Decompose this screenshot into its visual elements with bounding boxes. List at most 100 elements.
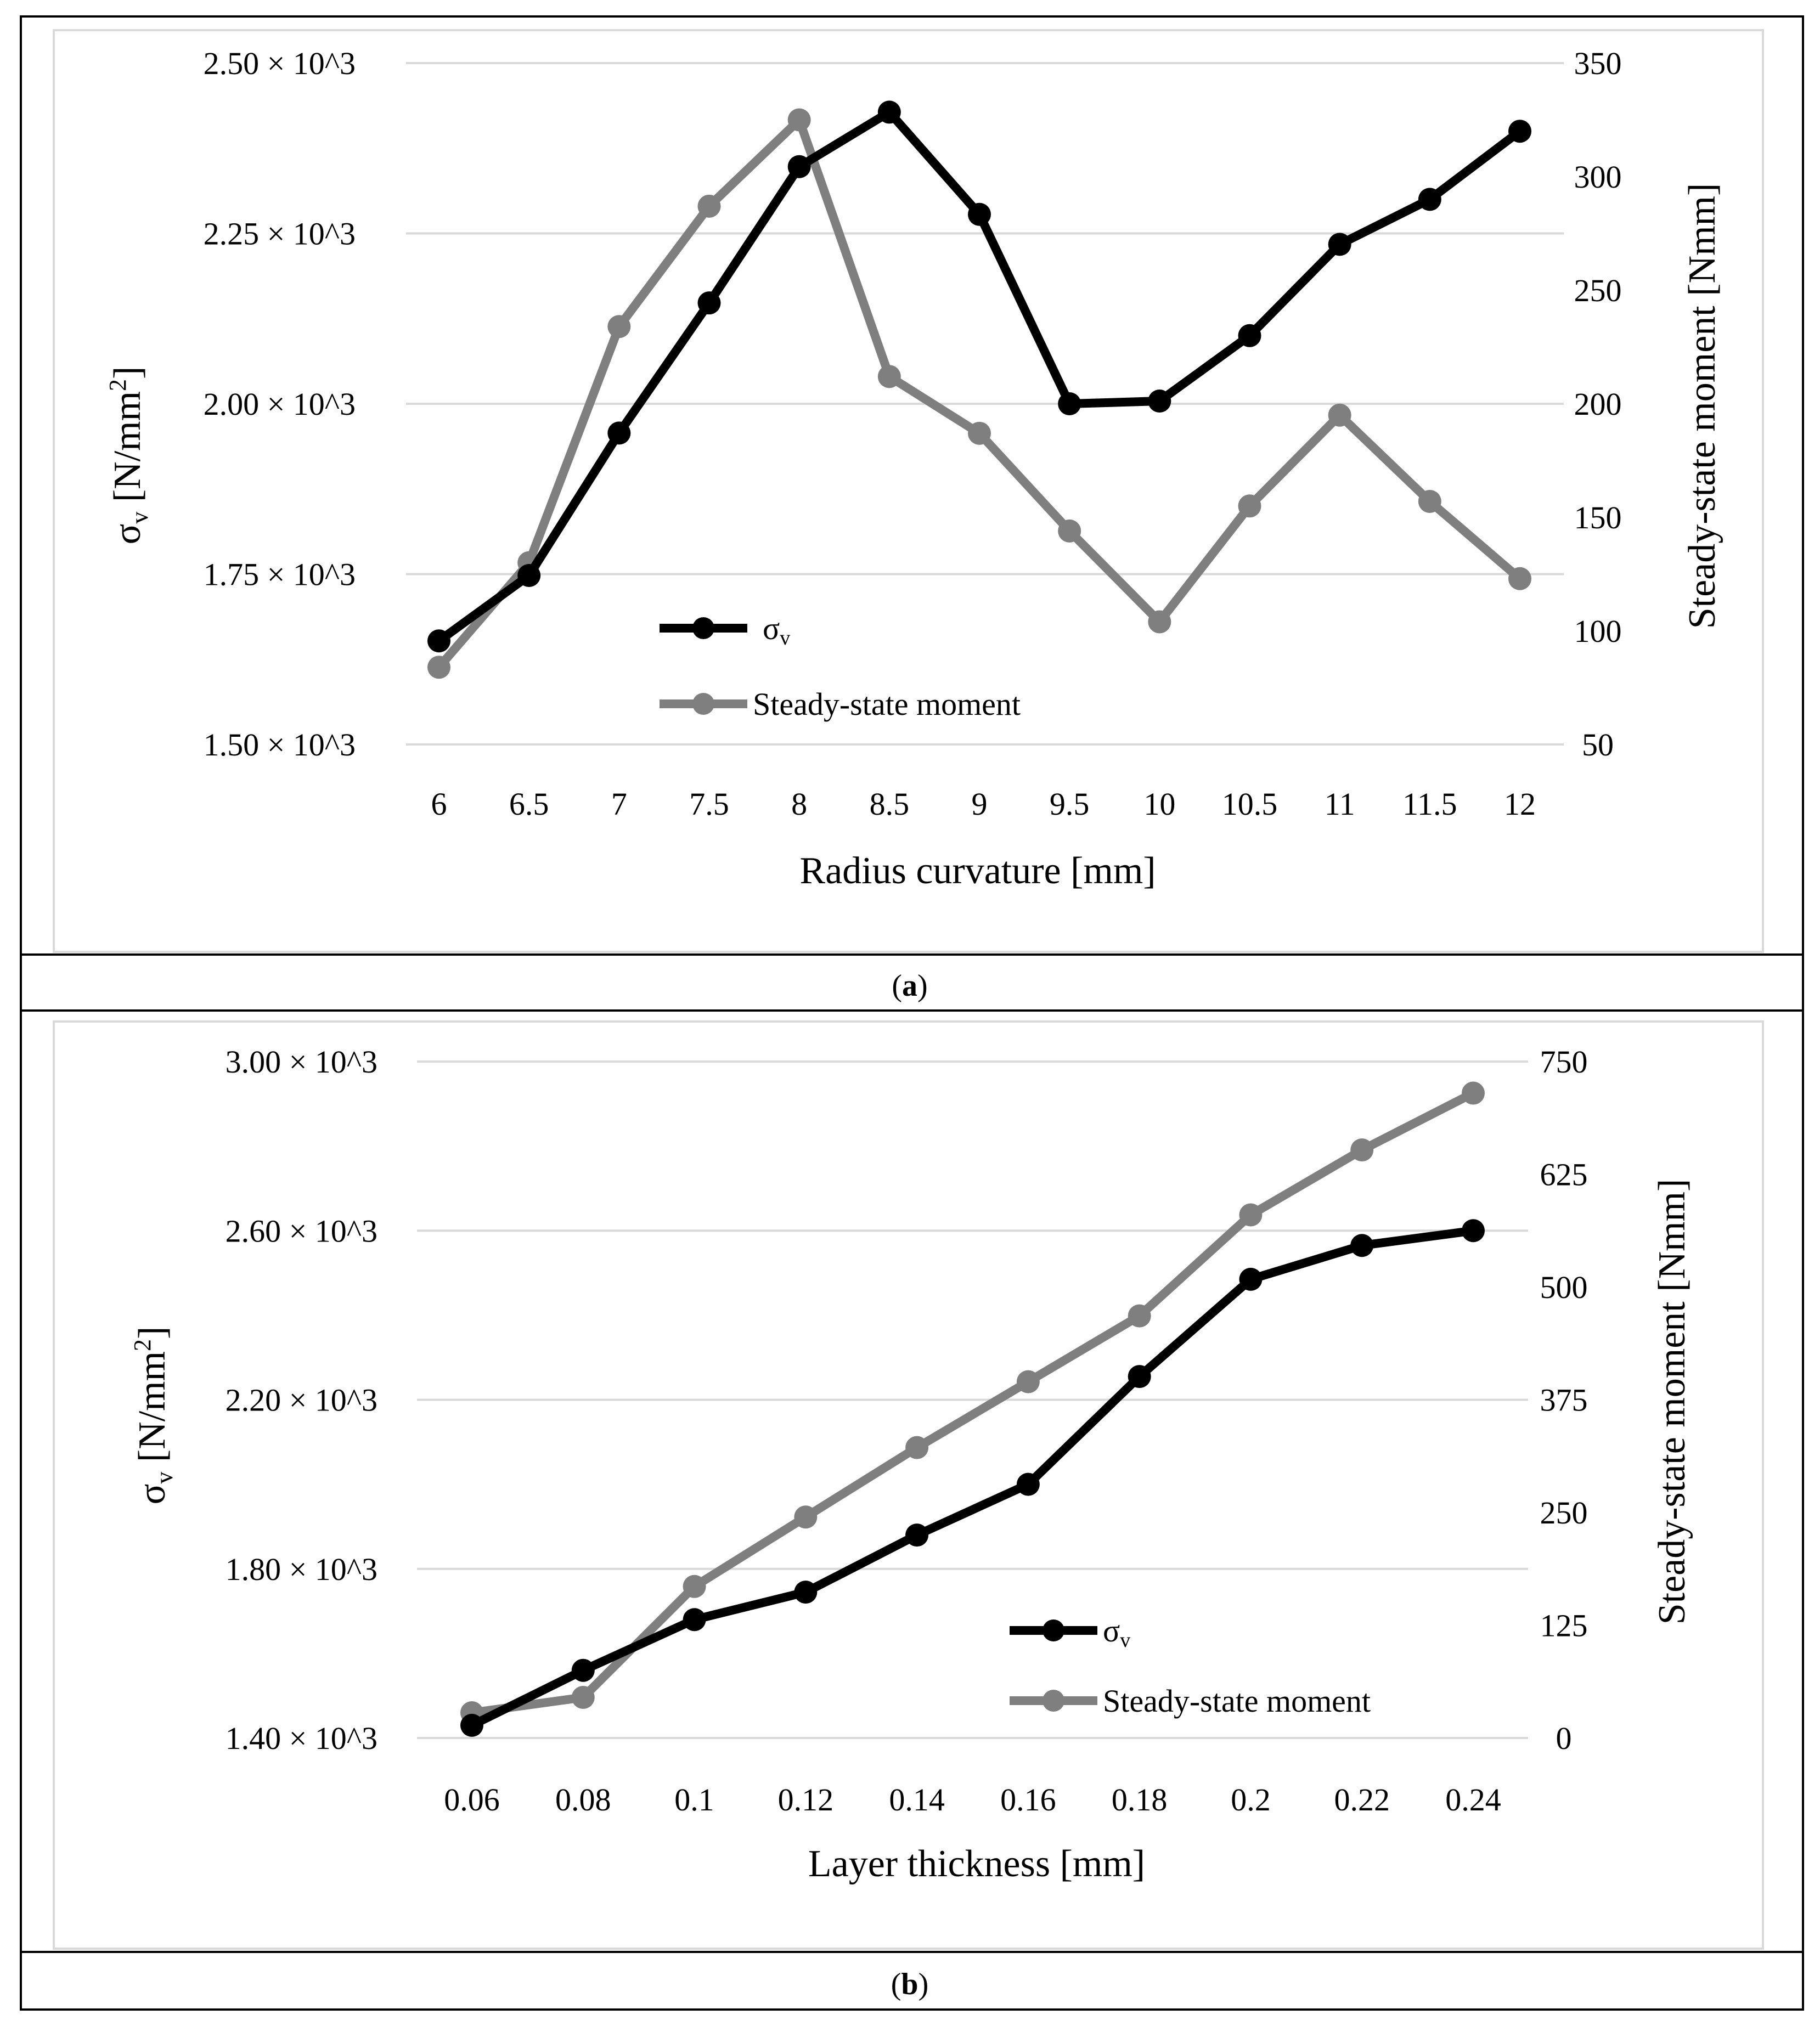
chart-b-moment-point (794, 1505, 818, 1529)
chart-a-series-moment (427, 108, 1531, 679)
chart-b-sigma-point (1016, 1472, 1040, 1496)
chart-a-x-tick-label: 8.5 (870, 786, 910, 822)
chart-b-moment-point (571, 1686, 595, 1709)
chart-a-ylabel-end: ] (106, 366, 149, 379)
chart-b-left-tick-label: 3.00 × 10^3 (226, 1044, 377, 1080)
chart-b-left-tick-label: 2.20 × 10^3 (226, 1382, 377, 1418)
chart-a-moment-line (435, 115, 1524, 672)
chart-a-moment-point (427, 656, 450, 679)
chart-b-left-tick-label: 1.40 × 10^3 (226, 1720, 377, 1756)
chart-a-legend-moment-label: Steady-state moment (753, 686, 1021, 722)
chart-a-x-tick-label: 11.5 (1402, 786, 1457, 822)
chart-a-legend: σv Steady-state moment (660, 611, 1021, 722)
chart-a-x-tick-label: 6.5 (509, 786, 549, 822)
chart-b-moment-point (1462, 1081, 1485, 1105)
chart-a-legend-moment-marker (692, 693, 714, 715)
chart-b-series-sigma (460, 1219, 1485, 1737)
chart-a-x-tick-label: 7 (611, 786, 627, 822)
chart-a-series-sigma (427, 100, 1531, 653)
chart-b-moment-point (1350, 1138, 1374, 1162)
chart-b-sigma-point (571, 1658, 595, 1682)
chart-b-left-ticks: 1.40 × 10^3 1.80 × 10^3 2.20 × 10^3 2.60 × … (226, 1044, 377, 1756)
chart-a-sigma-point (607, 421, 631, 445)
chart-b-right-tick-label: 500 (1540, 1269, 1588, 1305)
caption-a-letter: a (902, 969, 917, 1003)
chart-b-ylabel-sup: 2 (129, 1339, 156, 1351)
chart-a-right-ticks: 50 100 150 200 250 300 350 (1574, 46, 1622, 763)
chart-a-x-tick-label: 7.5 (689, 786, 729, 822)
chart-a-right-tick-label: 200 (1574, 386, 1622, 422)
chart-a-moment-point (968, 421, 991, 445)
chart-a-moment-point (607, 315, 631, 338)
chart-b-ylabel-end: ] (131, 1327, 173, 1339)
chart-a-sigma-point (877, 100, 901, 124)
chart-b-legend-moment-label: Steady-state moment (1103, 1683, 1371, 1719)
chart-b-moment-point (905, 1436, 929, 1459)
chart-b-series-moment (460, 1081, 1485, 1724)
chart-a-moment-point (1238, 494, 1261, 518)
chart-a-moment-point (1508, 567, 1531, 590)
chart-b-area-border (53, 1020, 1764, 1950)
chart-a-ylabel-unit: [N/mm (106, 391, 149, 502)
chart-a-x-tick-label: 11 (1325, 786, 1355, 822)
chart-b-ylabel-unit: [N/mm (131, 1351, 173, 1462)
chart-a-ylabel-sub: v (126, 512, 153, 524)
chart-b-x-ticks: 0.06 0.08 0.1 0.12 0.14 0.16 0.18 0.2 0.22 0.24 (444, 1782, 1501, 1818)
chart-a-sigma-point (1238, 324, 1261, 347)
chart-a-sigma-point (697, 291, 721, 315)
chart-b-legend: σv Steady-state moment (1010, 1613, 1371, 1719)
chart-a-x-tick-label: 9 (972, 786, 988, 822)
chart-b-x-tick-label: 0.18 (1112, 1782, 1168, 1818)
figure-frame (20, 15, 1804, 2011)
chart-b-sigma-point (1350, 1234, 1374, 1257)
chart-a-x-tick-label: 12 (1504, 786, 1536, 822)
chart-b-x-tick-label: 0.12 (778, 1782, 834, 1818)
chart-b-x-tick-label: 0.24 (1445, 1782, 1501, 1818)
chart-b-right-tick-label: 0 (1556, 1720, 1572, 1756)
chart-b-moment-point (1128, 1304, 1151, 1328)
chart-a-right-tick-label: 50 (1582, 727, 1614, 763)
chart-a-x-tick-label: 8 (791, 786, 807, 822)
chart-a-left-tick-label: 2.50 × 10^3 (204, 46, 356, 81)
chart-b-right-tick-label: 375 (1540, 1382, 1588, 1418)
chart-b-sigma-point (683, 1608, 706, 1632)
chart-a-ylabel: σv [N/mm2] (104, 366, 153, 545)
chart-b-left-tick-label: 2.60 × 10^3 (226, 1213, 377, 1249)
chart-b-x-tick-label: 0.22 (1334, 1782, 1390, 1818)
chart-a-y2label: Steady-state moment [Nmm] (1681, 183, 1723, 629)
chart-a-right-tick-label: 300 (1574, 159, 1622, 195)
chart-b-legend-sigma-marker (1043, 1619, 1064, 1641)
chart-b-moment-point (1239, 1203, 1263, 1227)
chart-b-right-tick-label: 250 (1540, 1495, 1588, 1531)
chart-b-moment-point (1016, 1370, 1040, 1393)
chart-a-moment-point (697, 194, 721, 218)
chart-b-right-ticks: 0 125 250 375 500 625 750 (1540, 1044, 1588, 1756)
chart-a-sigma-point (787, 155, 811, 178)
chart-a-left-tick-label: 2.00 × 10^3 (204, 386, 356, 422)
chart-a-moment-point (1058, 519, 1081, 543)
chart-b-gridlines (417, 1060, 1528, 1739)
chart-a-right-tick-label: 250 (1574, 273, 1622, 308)
chart-a-sigma-point (1058, 392, 1081, 415)
chart-a-moment-point (1328, 403, 1351, 427)
chart-b-sigma-point (1462, 1219, 1485, 1243)
chart-a-sigma-point (427, 629, 450, 653)
chart-a-moment-point (877, 365, 901, 388)
caption-b-letter: b (901, 1967, 918, 2001)
caption-b: (b) (891, 1967, 928, 2001)
chart-b-ylabel-sub: v (151, 1472, 178, 1484)
chart-b-x-tick-label: 0.2 (1231, 1782, 1271, 1818)
chart-b-x-tick-label: 0.14 (889, 1782, 945, 1818)
chart-b-x-tick-label: 0.06 (444, 1782, 500, 1818)
chart-a-gridlines (406, 62, 1564, 746)
chart-a-x-tick-label: 6 (431, 786, 447, 822)
chart-a-area-border (53, 29, 1764, 953)
chart-a-x-tick-label: 10.5 (1222, 786, 1278, 822)
chart-b-sigma-point (1128, 1365, 1151, 1389)
chart-b-left-tick-label: 1.80 × 10^3 (226, 1551, 377, 1587)
chart-a-x-tick-label: 9.5 (1050, 786, 1090, 822)
chart-a-sigma-point (1508, 120, 1531, 143)
chart-b-ylabel: σv [N/mm2] (129, 1327, 178, 1505)
chart-b-ylabel-symbol: σ (131, 1484, 173, 1505)
